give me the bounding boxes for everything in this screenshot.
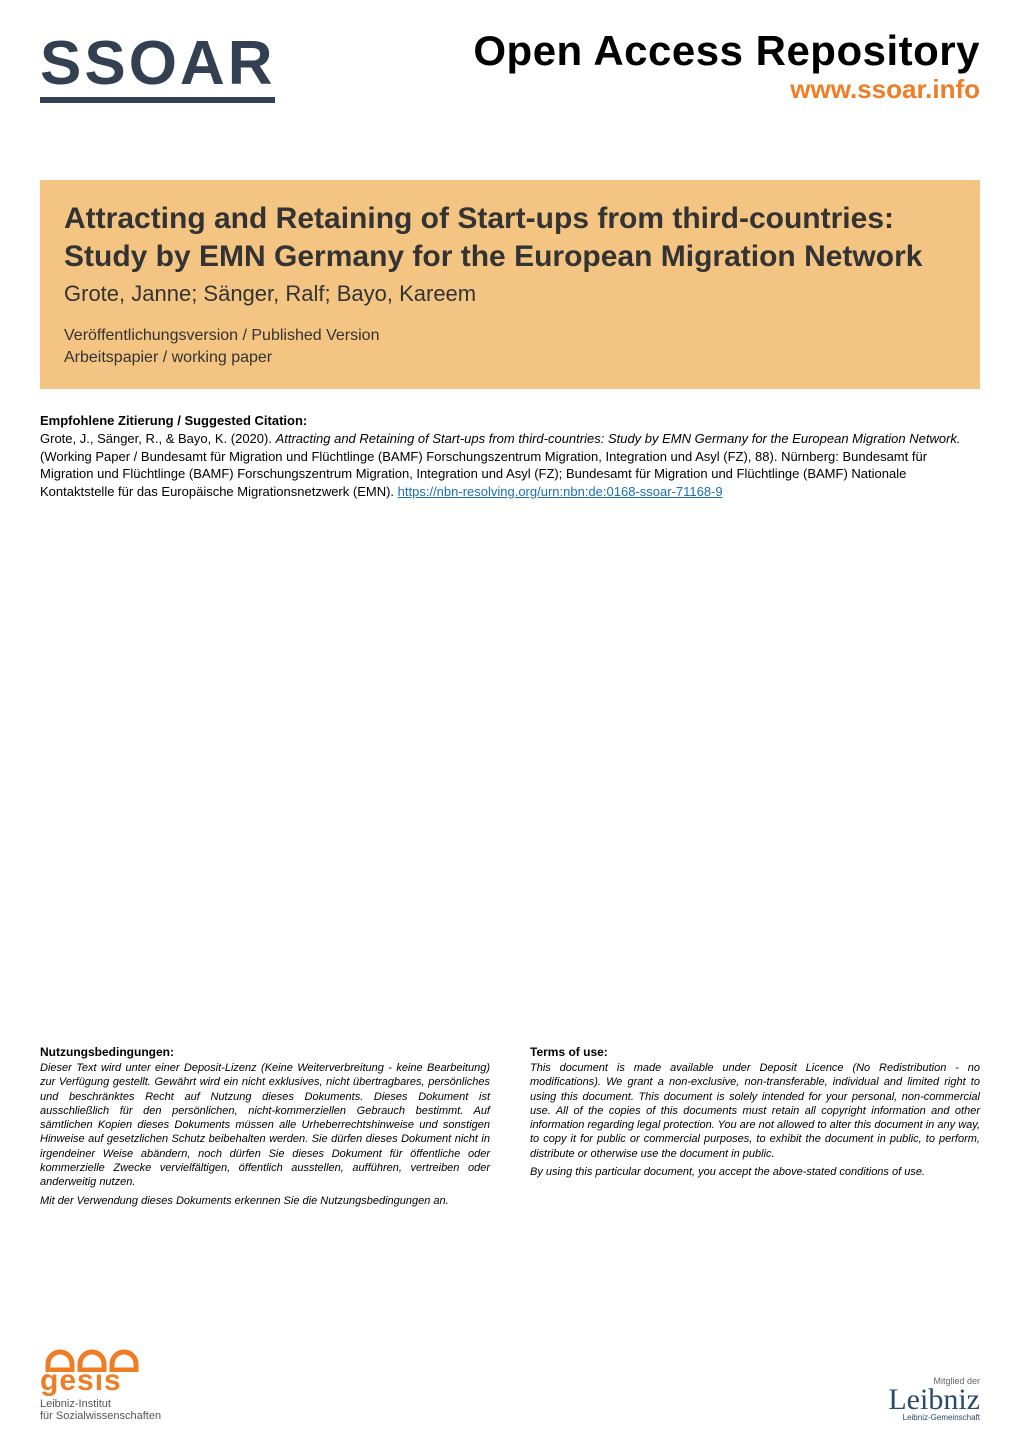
gesis-name-text: gesis (40, 1366, 122, 1396)
citation-heading: Empfohlene Zitierung / Suggested Citatio… (40, 413, 980, 428)
citation-title-italic: Attracting and Retaining of Start-ups fr… (276, 431, 961, 446)
repository-url[interactable]: www.ssoar.info (315, 74, 980, 105)
terms-col-de: Nutzungsbedingungen: Dieser Text wird un… (40, 1045, 490, 1212)
terms-heading-en: Terms of use: (530, 1045, 980, 1059)
leibniz-signature: Leibniz (888, 1386, 980, 1413)
paper-doctype: Arbeitspapier / working paper (64, 349, 956, 367)
leibniz-logo: Mitglied der Leibniz Leibniz-Gemeinschaf… (888, 1376, 980, 1422)
terms-de-p2: Mit der Verwendung dieses Dokuments erke… (40, 1194, 490, 1208)
citation-link[interactable]: https://nbn-resolving.org/urn:nbn:de:016… (398, 484, 723, 499)
paper-authors: Grote, Janne; Sänger, Ralf; Bayo, Kareem (64, 281, 956, 307)
citation-text: Grote, J., Sänger, R., & Bayo, K. (2020)… (40, 430, 980, 500)
leibniz-gemeinschaft: Leibniz-Gemeinschaft (888, 1413, 980, 1422)
gesis-sub1: Leibniz-Institut (40, 1398, 111, 1410)
terms-block: Nutzungsbedingungen: Dieser Text wird un… (40, 1045, 980, 1212)
paper-version: Veröffentlichungsversion / Published Ver… (64, 327, 956, 345)
citation-pre: Grote, J., Sänger, R., & Bayo, K. (2020)… (40, 431, 276, 446)
paper-title-block: Attracting and Retaining of Start-ups fr… (40, 180, 980, 389)
footer-row: gesis Leibniz-Institut für Sozialwissens… (40, 1334, 980, 1422)
terms-en-p2: By using this particular document, you a… (530, 1165, 980, 1179)
citation-block: Empfohlene Zitierung / Suggested Citatio… (40, 413, 980, 500)
repository-title: Open Access Repository (315, 30, 980, 72)
terms-body-en: This document is made available under De… (530, 1061, 980, 1179)
terms-heading-de: Nutzungsbedingungen: (40, 1045, 490, 1059)
gesis-sub2: für Sozialwissenschaften (40, 1410, 161, 1422)
terms-body-de: Dieser Text wird unter einer Deposit-Liz… (40, 1061, 490, 1208)
repository-title-block: Open Access Repository www.ssoar.info (315, 30, 980, 105)
paper-title: Attracting and Retaining of Start-ups fr… (64, 200, 956, 275)
header-row: SSOAR Open Access Repository www.ssoar.i… (0, 0, 1020, 125)
ssoar-logo: SSOAR (40, 33, 275, 103)
terms-col-en: Terms of use: This document is made avai… (530, 1045, 980, 1212)
terms-en-p1: This document is made available under De… (530, 1061, 980, 1161)
terms-de-p1: Dieser Text wird unter einer Deposit-Liz… (40, 1061, 490, 1190)
gesis-logo: gesis Leibniz-Institut für Sozialwissens… (40, 1334, 161, 1422)
